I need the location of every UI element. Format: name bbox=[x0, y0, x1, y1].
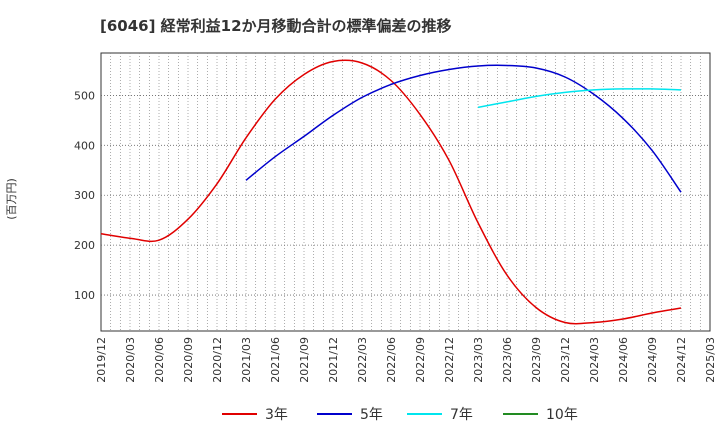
x-tick-label: 2024/06 bbox=[617, 337, 630, 383]
legend: 3年 5年 7年 10年 bbox=[222, 407, 578, 423]
x-tick-label: 2020/12 bbox=[211, 337, 224, 383]
x-tick-label: 2022/09 bbox=[414, 337, 427, 383]
x-tick-label: 2020/03 bbox=[124, 337, 137, 383]
plot-frame bbox=[100, 52, 711, 332]
x-tick-label: 2021/06 bbox=[269, 337, 282, 383]
grid bbox=[100, 52, 711, 332]
x-tick-label: 2021/12 bbox=[327, 337, 340, 383]
x-tick-label: 2019/12 bbox=[95, 337, 108, 383]
series-line-3 bbox=[477, 88, 682, 109]
y-tick-label: 400 bbox=[74, 139, 95, 152]
y-tick-label: 200 bbox=[74, 239, 95, 252]
x-tick-label: 2023/06 bbox=[501, 337, 514, 383]
y-tick-label: 500 bbox=[74, 89, 95, 102]
x-tick-label: 2020/06 bbox=[153, 337, 166, 383]
x-tick-label: 2020/09 bbox=[182, 337, 195, 383]
x-tick-label: 2022/03 bbox=[356, 337, 369, 383]
legend-label-4: 10年 bbox=[546, 407, 578, 423]
series-lines bbox=[100, 59, 682, 325]
x-tick-label: 2024/03 bbox=[588, 337, 601, 383]
chart-title: [6046] 経常利益12か月移動合計の標準偏差の推移 bbox=[100, 17, 452, 35]
x-tick-label: 2022/06 bbox=[385, 337, 398, 383]
legend-label-1: 3年 bbox=[265, 407, 288, 423]
series-line-1 bbox=[100, 59, 682, 325]
y-axis-ticks: 100 200 300 400 500 bbox=[74, 89, 95, 302]
x-tick-label: 2024/12 bbox=[675, 337, 688, 383]
y-axis-label: (百万円) bbox=[5, 178, 18, 220]
x-tick-label: 2024/09 bbox=[646, 337, 659, 383]
legend-label-2: 5年 bbox=[360, 407, 383, 423]
x-tick-label: 2023/09 bbox=[530, 337, 543, 383]
series-line-2 bbox=[245, 64, 682, 193]
x-tick-label: 2022/12 bbox=[443, 337, 456, 383]
x-tick-label: 2023/12 bbox=[559, 337, 572, 383]
y-tick-label: 100 bbox=[74, 289, 95, 302]
x-tick-label: 2021/09 bbox=[298, 337, 311, 383]
legend-label-3: 7年 bbox=[450, 407, 473, 423]
x-axis-ticks: 2019/12 2020/03 2020/06 2020/09 2020/12 2021/… bbox=[95, 337, 717, 383]
y-tick-label: 300 bbox=[74, 189, 95, 202]
x-tick-label: 2023/03 bbox=[472, 337, 485, 383]
x-tick-label: 2025/03 bbox=[704, 337, 717, 383]
x-tick-label: 2021/03 bbox=[240, 337, 253, 383]
